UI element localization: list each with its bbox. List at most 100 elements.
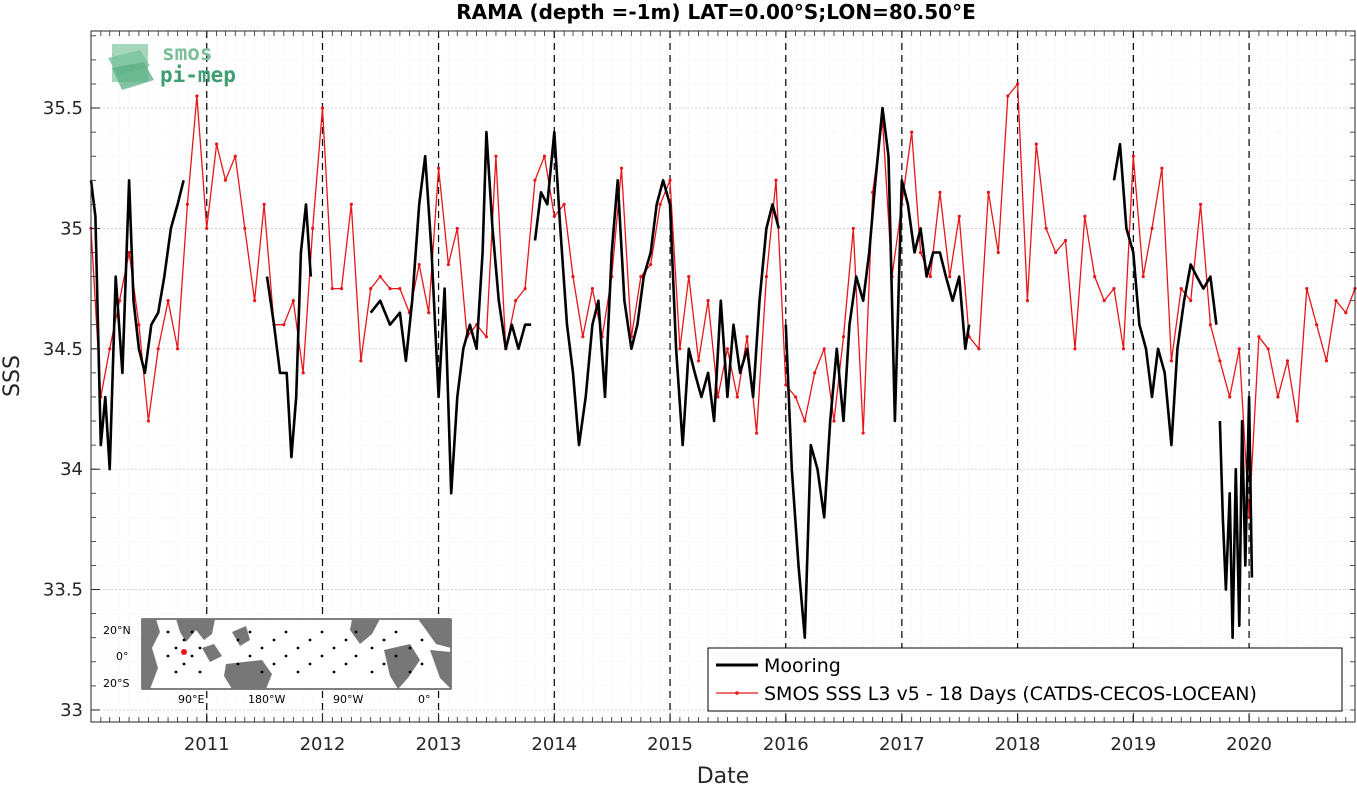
- smos-data-point: [996, 250, 1000, 255]
- inset-mooring-dot: [332, 646, 336, 650]
- inset-mooring-dot: [296, 670, 300, 674]
- smos-data-point: [542, 154, 547, 158]
- x-tick-label: 2011: [184, 734, 230, 755]
- smos-series-line: [90, 83, 1356, 518]
- mooring-series-segment: [265, 203, 313, 459]
- smos-data-point: [948, 274, 952, 279]
- smos-data-point: [1131, 154, 1135, 158]
- inset-mooring-dot: [174, 646, 178, 650]
- smos-data-point: [427, 311, 431, 315]
- inset-mooring-dots: [166, 630, 424, 674]
- smos-data-point: [938, 190, 942, 194]
- smos-data-point: [253, 299, 257, 303]
- inset-mooring-dot: [174, 670, 178, 674]
- smos-data-point: [166, 299, 170, 303]
- smos-data-point: [1189, 299, 1193, 303]
- inset-mooring-dot: [182, 638, 186, 642]
- smos-data-point: [494, 154, 498, 158]
- inset-mooring-dot: [332, 670, 336, 674]
- smos-data-point: [832, 419, 836, 423]
- mooring-series-segment: [89, 179, 185, 471]
- inset-mooring-dot: [354, 654, 358, 658]
- smos-data-point: [1141, 274, 1145, 279]
- inset-mooring-dot: [354, 630, 358, 634]
- inset-selected-mooring-marker: [181, 649, 187, 655]
- inset-mooring-dot: [248, 630, 252, 634]
- smos-data-point: [1093, 274, 1097, 279]
- smos-data-point: [1344, 311, 1348, 315]
- smos-data-point: [755, 431, 759, 435]
- inset-lon-labels: 90°E 180°W 90°W 0°: [178, 693, 431, 706]
- smos-data-point: [639, 274, 643, 279]
- smos-data-point: [446, 262, 450, 267]
- inset-mooring-dot: [344, 638, 348, 642]
- smos-data-point: [1034, 142, 1038, 146]
- mooring-series-segment: [533, 130, 781, 447]
- axis-ticks: [91, 31, 1355, 722]
- smos-data-point: [725, 347, 730, 351]
- smos-data-point: [1063, 238, 1068, 243]
- smos-data-point: [1305, 287, 1309, 291]
- inset-mooring-dot: [370, 646, 374, 650]
- smos-data-point: [928, 274, 932, 279]
- smos-data-point: [1179, 287, 1183, 291]
- legend-smos-swatch: [716, 691, 758, 695]
- inset-mooring-dot: [166, 654, 170, 658]
- smos-data-point: [813, 371, 817, 375]
- smos-data-point: [1324, 359, 1329, 363]
- smos-data-point: [706, 299, 710, 303]
- smos-data-point: [108, 347, 112, 351]
- logo-line1: smos: [162, 41, 213, 65]
- smos-data-point: [1112, 287, 1116, 291]
- x-tick-label: 2020: [1226, 734, 1272, 755]
- smos-data-point: [301, 371, 305, 375]
- smos-data-point: [175, 347, 180, 351]
- plot-frame: [90, 30, 1356, 723]
- y-tick-label: 34: [60, 459, 83, 480]
- smos-data-point: [484, 335, 489, 339]
- smos-data-point: [117, 299, 122, 303]
- smos-data-point: [1121, 347, 1126, 351]
- logo-layers-icon: [108, 44, 154, 90]
- smos-data-point: [977, 347, 981, 351]
- legend-mooring-label: Mooring: [764, 655, 841, 677]
- smos-pi-mep-logo: smos pi-mep: [108, 41, 236, 90]
- inset-mooring-dot: [420, 638, 424, 642]
- inset-mooring-dot: [344, 662, 348, 666]
- smos-data-point: [523, 287, 527, 291]
- smos-data-point: [1237, 347, 1241, 351]
- inset-lat-label: 20°N: [103, 624, 131, 637]
- smos-data-point: [774, 178, 778, 182]
- legend: Mooring SMOS SSS L3 v5 - 18 Days (CATDS-…: [707, 647, 1343, 712]
- smos-data-point: [311, 226, 315, 231]
- smos-data-point: [146, 419, 150, 423]
- smos-data-point: [455, 226, 459, 231]
- inset-mooring-dot: [236, 638, 240, 642]
- smos-data-point: [658, 202, 662, 206]
- x-tick-label: 2014: [531, 734, 577, 755]
- smos-data-point: [910, 130, 914, 134]
- smos-data-point: [1054, 250, 1058, 255]
- inset-mooring-dot: [394, 654, 398, 658]
- smos-data-point: [417, 262, 421, 267]
- inset-mooring-dot: [198, 646, 202, 650]
- inset-location-map: 20°N 0° 20°S 90°E 180°W 90°W 0°: [103, 618, 452, 706]
- smos-data-point: [1083, 214, 1087, 218]
- inset-mooring-dot: [166, 630, 170, 634]
- smos-data-point: [369, 287, 373, 291]
- smos-data-point: [957, 214, 961, 218]
- logo-line2: pi-mep: [160, 63, 236, 87]
- smos-data-point: [137, 323, 141, 327]
- tick-labels: 33 33.5 34 34.5 35 35.5 2011 2012 2013 2014 2015 20…: [43, 98, 1272, 755]
- smos-data-point: [195, 94, 199, 98]
- inset-mooring-dot: [284, 630, 288, 634]
- smos-data-point: [716, 395, 720, 399]
- smos-data-point: [1198, 202, 1203, 206]
- smos-data-point: [1315, 323, 1319, 327]
- smos-data-point: [1044, 226, 1048, 231]
- smos-data-point: [1266, 347, 1270, 351]
- smos-data-point: [841, 335, 846, 339]
- smos-data-point: [1218, 359, 1222, 363]
- smos-data-point: [185, 202, 190, 206]
- smos-data-point: [1285, 359, 1290, 363]
